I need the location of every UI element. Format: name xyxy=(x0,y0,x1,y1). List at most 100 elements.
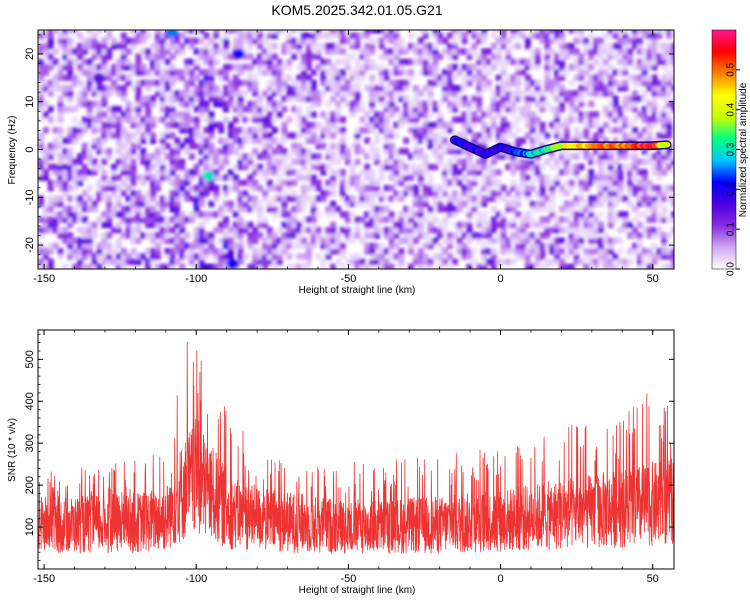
heatmap-cell xyxy=(188,116,195,123)
heatmap-cell xyxy=(38,95,45,102)
heatmap-cell xyxy=(529,205,536,213)
heatmap-cell xyxy=(364,30,371,34)
heatmap-cell xyxy=(218,221,225,229)
heatmap-cell xyxy=(539,248,546,255)
heatmap-cell xyxy=(67,42,74,50)
heatmap-cell xyxy=(476,237,483,244)
heatmap-cell xyxy=(408,248,415,255)
heatmap-cell xyxy=(495,100,502,108)
heatmap-cell xyxy=(101,58,108,66)
heatmap-cell xyxy=(388,148,395,155)
heatmap-cell xyxy=(529,32,536,39)
heatmap-cell xyxy=(320,258,327,265)
heatmap-cell xyxy=(481,58,488,66)
heatmap-cell xyxy=(115,237,122,244)
heatmap-cell xyxy=(242,205,249,213)
heatmap-cell xyxy=(169,195,176,202)
heatmap-cell xyxy=(427,95,434,102)
heatmap-cell xyxy=(203,263,210,269)
heatmap-cell xyxy=(403,85,410,92)
heatmap-cell xyxy=(140,174,147,181)
heatmap-cell xyxy=(515,184,522,192)
heatmap-cell xyxy=(145,85,152,92)
heatmap-cell xyxy=(325,85,332,92)
heatmap-cell xyxy=(115,74,122,81)
heatmap-cell xyxy=(57,163,64,171)
heatmap-cell xyxy=(641,32,648,39)
heatmap-cell xyxy=(520,248,527,255)
heatmap-cell xyxy=(276,163,283,171)
heatmap-cell xyxy=(42,248,49,255)
heatmap-cell xyxy=(242,30,249,34)
heatmap-cell xyxy=(286,169,293,176)
heatmap-cell xyxy=(135,37,142,45)
heatmap-cell xyxy=(247,37,254,45)
heatmap-cell xyxy=(374,242,381,250)
heatmap-cell xyxy=(632,137,639,144)
heatmap-cell xyxy=(622,85,629,92)
heatmap-cell xyxy=(344,100,351,108)
heatmap-cell xyxy=(646,100,653,108)
heatmap-cell xyxy=(81,95,88,102)
heatmap-cell xyxy=(383,205,390,213)
heatmap-cell xyxy=(213,263,220,269)
heatmap-cell xyxy=(86,148,93,155)
heatmap-cell xyxy=(188,58,195,66)
heatmap-cell xyxy=(140,216,147,223)
heatmap-cell xyxy=(549,48,556,55)
heatmap-cell xyxy=(671,242,674,250)
heatmap-cell xyxy=(656,79,663,87)
heatmap-cell xyxy=(646,132,653,139)
heatmap-cell xyxy=(257,69,264,76)
heatmap-cell xyxy=(203,116,210,123)
heatmap-cell xyxy=(266,63,273,71)
heatmap-cell xyxy=(86,226,93,234)
heatmap-cell xyxy=(232,74,239,81)
heatmap-cell xyxy=(101,158,108,166)
heatmap-cell xyxy=(257,37,264,45)
heatmap-cell xyxy=(223,48,230,55)
heatmap-cell xyxy=(281,200,288,208)
heatmap-cell xyxy=(213,158,220,166)
heatmap-cell xyxy=(169,95,176,102)
heatmap-cell xyxy=(398,253,405,260)
heatmap-cell xyxy=(115,137,122,144)
heatmap-cell xyxy=(291,195,298,202)
heatmap-cell xyxy=(417,163,424,171)
heatmap-cell xyxy=(661,263,668,269)
heatmap-cell xyxy=(349,163,356,171)
heatmap-cell xyxy=(374,184,381,192)
heatmap-cell xyxy=(573,137,580,144)
heatmap-cell xyxy=(291,211,298,218)
heatmap-cell xyxy=(47,221,54,229)
heatmap-cell xyxy=(636,37,643,45)
heatmap-cell xyxy=(188,195,195,202)
heatmap-cell xyxy=(641,226,648,234)
heatmap-cell xyxy=(563,263,570,269)
heatmap-cell xyxy=(111,121,118,129)
heatmap-cell xyxy=(632,100,639,108)
heatmap-cell xyxy=(325,232,332,239)
heatmap-cell xyxy=(481,32,488,39)
heatmap-cell xyxy=(466,69,473,76)
heatmap-cell xyxy=(388,232,395,239)
heatmap-cell xyxy=(242,221,249,229)
heatmap-cell xyxy=(495,58,502,66)
heatmap-cell xyxy=(593,248,600,255)
heatmap-cell xyxy=(271,100,278,108)
heatmap-cell xyxy=(67,174,74,181)
heatmap-cell xyxy=(364,174,371,181)
heatmap-cell xyxy=(563,121,570,129)
heatmap-cell xyxy=(247,63,254,71)
heatmap-cell xyxy=(471,232,478,239)
heatmap-cell xyxy=(651,58,658,66)
heatmap-cell xyxy=(617,116,624,123)
heatmap-cell xyxy=(442,95,449,102)
heatmap-cell xyxy=(296,74,303,81)
heatmap-cell xyxy=(339,179,346,187)
heatmap-cell xyxy=(588,32,595,39)
heatmap-cell xyxy=(62,48,69,55)
heatmap-cell xyxy=(588,221,595,229)
heatmap-cell xyxy=(140,132,147,139)
heatmap-cell xyxy=(510,169,517,176)
